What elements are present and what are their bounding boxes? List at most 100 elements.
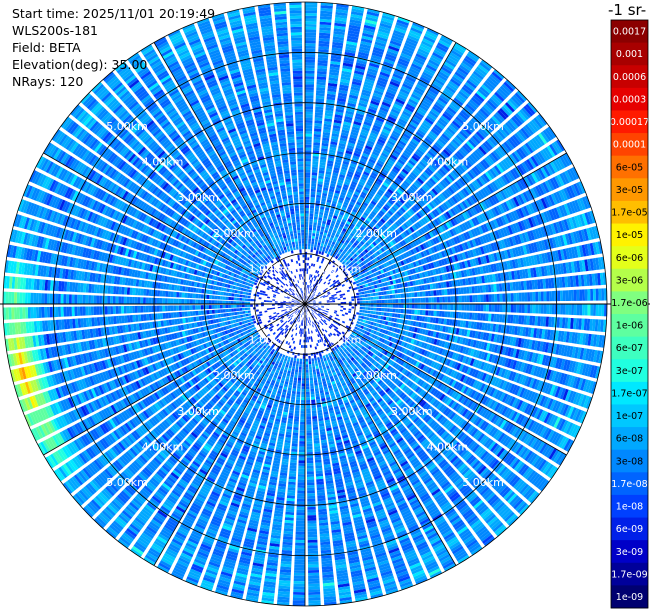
gate-cell [313,156,319,159]
gate-cell [343,302,346,304]
gate-cell [305,87,314,90]
gate-cell [411,293,414,298]
gate-cell [307,257,309,260]
gate-cell [375,289,378,292]
gate-cell [308,235,311,238]
gate-cell [307,271,308,274]
gate-cell [392,295,395,299]
gate-cell [316,200,321,203]
gate-cell [305,202,309,205]
gate-cell [467,295,470,302]
gate-cell [387,295,390,299]
gate-cell [307,268,309,271]
gate-cell [395,294,398,298]
gate-cell [519,293,522,302]
gate-cell [406,299,409,303]
gate-cell [308,246,311,249]
gate-cell [308,244,311,247]
gate-cell [404,299,407,303]
gate-cell [420,304,423,309]
gate-cell [305,62,315,65]
gate-cell [382,300,385,303]
gate-cell [305,43,316,46]
gate-cell [312,161,318,164]
gate-cell [312,233,315,236]
gate-cell [305,71,315,74]
gate-cell [305,54,315,57]
gate-cell [420,298,423,303]
gate-cell [491,294,494,302]
gate-cell [590,289,593,301]
gate-cell [426,304,429,309]
gate-cell [461,287,464,294]
gate-cell [387,304,390,307]
gate-cell [401,304,404,308]
gate-cell [365,297,368,300]
gate-cell [511,293,514,302]
gate-cell [316,234,319,237]
gate-cell [305,76,314,79]
gate-cell [305,60,315,63]
gate-cell [305,224,308,227]
gate-cell [500,294,503,302]
gate-cell [305,233,308,236]
gate-cell [387,300,390,304]
gate-cell [313,222,317,225]
gate-cell [422,291,425,296]
gate-cell [392,290,395,294]
gate-cell [516,293,519,302]
gate-cell [502,294,505,302]
gate-cell [546,291,549,301]
gate-cell [472,295,475,302]
gate-cell [497,294,500,302]
gate-cell [431,297,434,302]
gate-cell [315,206,319,209]
gate-cell [582,289,585,300]
gate-cell [315,109,323,112]
gate-cell [409,304,412,308]
gate-cell [415,304,418,309]
gate-cell [305,65,315,68]
gate-cell [527,292,530,301]
gate-cell [571,290,574,301]
gate-cell [310,200,314,203]
gate-cell [374,300,377,303]
gate-cell [464,296,467,303]
gate-cell [428,304,431,309]
gate-cell [469,286,472,293]
gate-cell [362,295,365,298]
gate-cell [436,290,439,296]
gate-cell [412,298,415,303]
gate-cell [311,186,316,189]
gate-cell [309,222,313,225]
gate-cell [389,290,392,294]
gate-cell [305,175,310,178]
gate-cell [305,49,315,52]
gate-cell [426,298,429,303]
gate-cell [368,301,371,304]
gate-cell [489,294,492,302]
gate-cell [494,294,497,302]
gate-cell [486,294,489,302]
gate-cell [305,142,312,145]
gate-cell [313,225,317,228]
gate-cell [308,238,311,241]
gate-cell [563,290,566,301]
gate-cell [601,288,604,300]
gate-cell [305,51,315,54]
gate-cell [314,219,318,222]
gate-cell [305,18,317,21]
gate-cell [309,224,312,227]
gate-cell [448,296,451,302]
gate-cell [313,140,320,143]
gate-cell [305,46,316,49]
gate-cell [314,129,321,132]
gate-cell [305,145,312,148]
gate-cell [390,299,393,303]
gate-cell [305,213,309,216]
gate-cell [305,32,316,35]
gate-cell [535,292,538,302]
gate-cell [409,293,412,298]
gate-cell [313,145,320,148]
gate-cell [314,211,318,214]
